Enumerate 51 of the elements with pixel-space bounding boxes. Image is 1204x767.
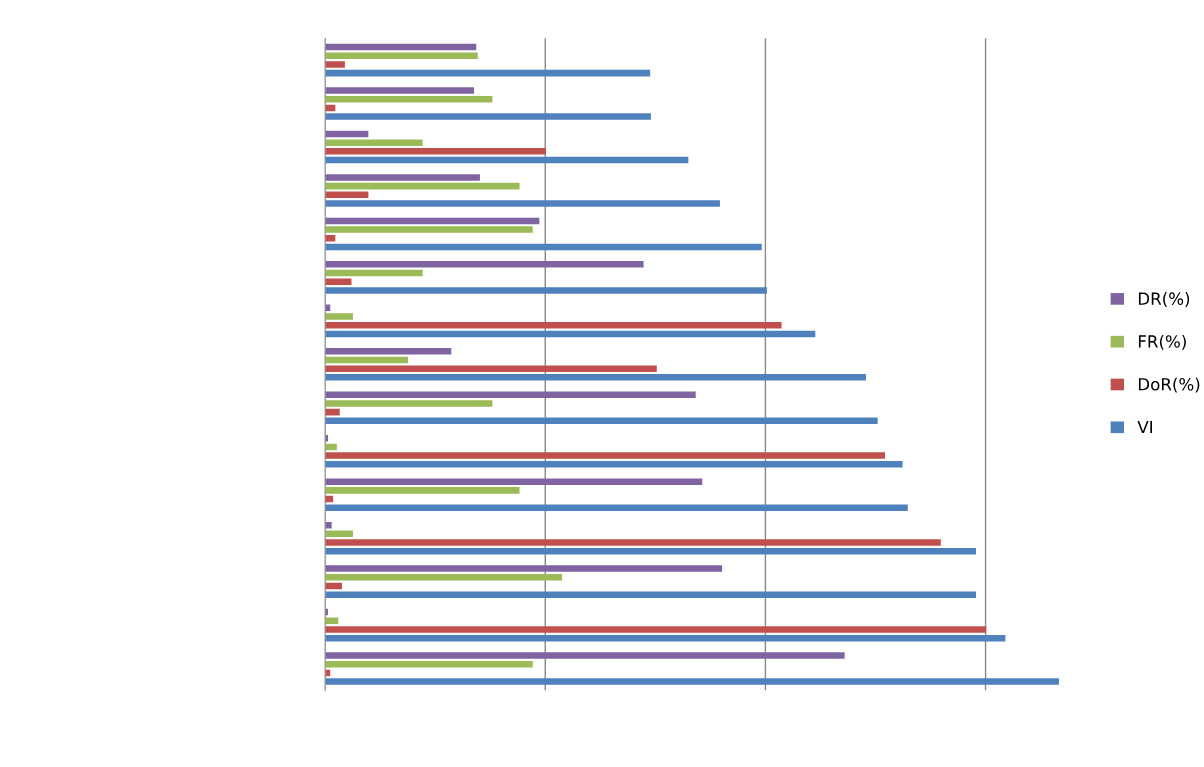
bar [325, 652, 845, 659]
bar [325, 391, 696, 399]
bar [325, 174, 480, 181]
bar [325, 87, 475, 94]
legend-label: VI [1137, 420, 1152, 434]
bar [325, 321, 782, 329]
bar [325, 374, 866, 381]
bar [325, 235, 336, 242]
bar [325, 226, 533, 233]
legend-label: DR(%) [1138, 292, 1190, 307]
bar [325, 617, 339, 625]
bar [325, 95, 493, 103]
bar [325, 69, 651, 77]
bar [325, 287, 767, 294]
bar [325, 365, 657, 372]
bar [325, 182, 520, 190]
bar [325, 504, 908, 512]
bar [325, 200, 720, 207]
bar [325, 452, 886, 459]
bar [325, 348, 452, 355]
legend-label: DoR(%) [1138, 377, 1200, 393]
bar [325, 461, 903, 468]
bar [325, 217, 540, 225]
bar [325, 356, 409, 364]
bar [325, 148, 546, 155]
bar [325, 591, 977, 598]
bar [325, 113, 651, 120]
bar [325, 634, 1006, 642]
bar [325, 156, 689, 164]
bar [325, 330, 816, 338]
bar [325, 539, 941, 546]
bar [325, 243, 762, 251]
bar [325, 478, 703, 485]
bar [325, 574, 563, 581]
bar [325, 313, 353, 320]
bar [325, 269, 423, 277]
bar [325, 547, 977, 555]
bar [325, 565, 723, 572]
bar [325, 278, 352, 285]
bar [325, 61, 345, 68]
bar [325, 43, 477, 51]
bar [325, 417, 878, 425]
bar [325, 139, 423, 146]
bar [325, 52, 478, 59]
bar [325, 261, 644, 268]
legend-label: FR(%) [1138, 334, 1186, 350]
bar [325, 626, 987, 633]
bar [325, 660, 533, 668]
bar [325, 400, 493, 407]
bar [325, 487, 520, 494]
bar [325, 678, 1059, 685]
